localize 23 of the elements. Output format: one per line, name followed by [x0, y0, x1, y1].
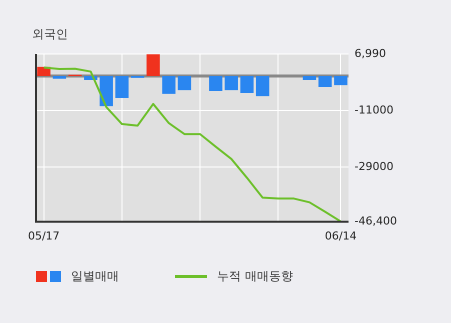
bar: [209, 76, 222, 92]
chart-title: 외국인: [32, 26, 68, 43]
y-tick-label: -11000: [354, 103, 394, 116]
y-tick-label: -29000: [354, 160, 394, 173]
bar: [37, 66, 50, 76]
bar: [100, 76, 113, 106]
bar: [115, 76, 129, 98]
x-tick-label: 06/14: [324, 229, 357, 242]
bar: [162, 76, 176, 94]
bar: [146, 54, 160, 76]
bar: [318, 76, 332, 87]
bar: [240, 76, 254, 93]
x-tick-label: 05/17: [28, 229, 60, 242]
bar: [224, 76, 238, 90]
legend-label: 일별매매: [71, 268, 119, 285]
y-tick-label: 6,990: [354, 46, 386, 60]
bar: [256, 76, 270, 96]
bar: [302, 76, 316, 80]
legend-label: 누적 매매동향: [217, 268, 293, 285]
bar: [52, 76, 66, 79]
y-tick-label: -46,400: [354, 214, 398, 228]
bar: [334, 76, 348, 86]
bar: [178, 76, 192, 90]
